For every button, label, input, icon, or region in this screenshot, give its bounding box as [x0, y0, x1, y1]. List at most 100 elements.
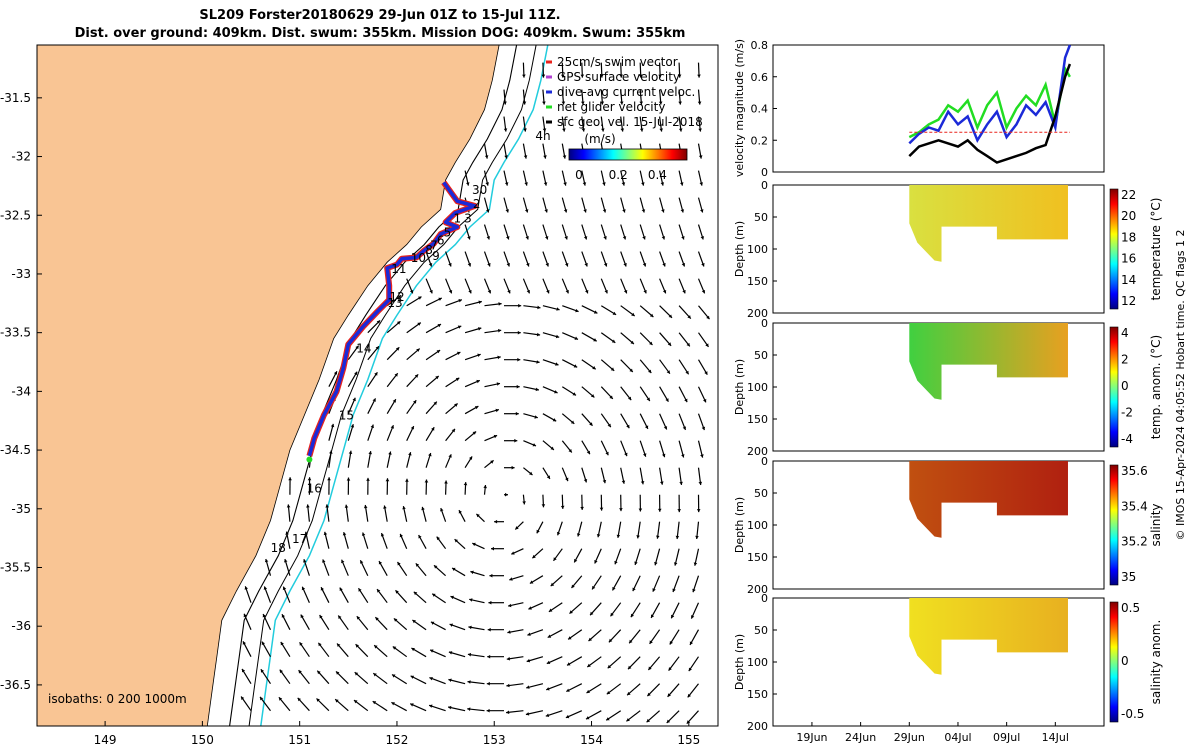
vector-arrowhead — [658, 74, 662, 78]
footer-note: © IMOS 15-Apr-2024 04:05:52 Hobart time.… — [1174, 230, 1187, 541]
vector-arrowhead — [701, 263, 705, 267]
legend-entry: net glider velocity — [557, 100, 665, 114]
vector-arrowhead — [488, 600, 492, 605]
day-label: 16 — [307, 481, 322, 495]
vector-arrowhead — [536, 529, 540, 534]
vector-arrowhead — [681, 236, 685, 240]
y-tick-label: -36 — [11, 619, 31, 633]
vector-arrowhead — [376, 320, 381, 324]
vector-arrowhead — [316, 698, 320, 702]
vector-arrowhead — [506, 683, 510, 688]
vector-arrowhead — [487, 263, 491, 267]
vector-arrowhead — [695, 535, 699, 539]
vector-arrowhead — [622, 236, 627, 240]
velocity-frame — [772, 44, 1105, 173]
vector-arrowhead — [354, 700, 358, 704]
land-mass — [36, 44, 500, 727]
vector-arrowhead — [472, 542, 476, 547]
vector-arrowhead — [392, 399, 396, 403]
vector-arrowhead — [504, 182, 509, 186]
vector-arrowhead — [606, 717, 610, 721]
colorbar-tick: -0.5 — [1121, 707, 1144, 721]
y-tick-label: 0 — [761, 179, 768, 192]
vector-arrowhead — [394, 373, 398, 377]
colorbar-tick: 0 — [1121, 654, 1129, 668]
temperature-colorbar — [1109, 188, 1119, 310]
vector-arrowhead — [378, 561, 383, 565]
time-axis: 19Jun 24Jun 29Jun 04Jul 09Jul 14Jul — [796, 722, 1069, 744]
vector-arrowhead — [319, 615, 323, 619]
vector-arrowhead — [679, 481, 683, 485]
vector-arrowhead — [697, 74, 701, 78]
vector-arrowhead — [496, 382, 500, 386]
vector-arrowhead — [703, 398, 707, 403]
day-label: 1 — [453, 211, 461, 225]
vector-arrowhead — [329, 450, 333, 454]
vector-arrowhead — [640, 128, 644, 132]
y-tick-label: 0 — [761, 592, 768, 605]
vector-arrowhead — [607, 423, 611, 428]
depth-ylabel: Depth (m) — [733, 497, 746, 553]
vector-arrowhead — [424, 479, 429, 483]
vector-arrowhead — [511, 551, 515, 555]
colorbar-tick: 0.2 — [609, 168, 628, 182]
vector-arrowhead — [498, 328, 502, 333]
vector-arrowhead — [659, 128, 663, 132]
vector-arrowhead — [504, 155, 508, 159]
vector-arrowhead — [286, 504, 291, 508]
vector-arrowhead — [430, 649, 434, 653]
vector-arrowhead — [415, 563, 420, 567]
time-tick-label: 29Jun — [894, 731, 925, 744]
salinity-anomaly-panel: 0 50 100 150 200 Depth (m) 0.5 0 -0.5 salinity an… — [733, 592, 1163, 733]
y-tick-label: 50 — [754, 349, 768, 362]
vector-arrowhead — [285, 531, 289, 535]
vector-arrowhead — [515, 411, 519, 416]
day-label: 10 — [411, 251, 426, 265]
vector-arrowhead — [244, 586, 248, 590]
vector-arrowhead — [417, 322, 421, 326]
vector-arrowhead — [335, 699, 339, 703]
vector-arrowhead — [449, 623, 453, 627]
vector-arrowhead — [320, 587, 324, 591]
vector-arrowhead — [682, 426, 686, 430]
time-tick-label: 24Jun — [845, 731, 876, 744]
isobaths-label: isobaths: 0 200 1000m — [48, 692, 187, 706]
vector-arrowhead — [652, 588, 656, 592]
vector-arrowhead — [418, 296, 422, 300]
vector-arrowhead — [467, 263, 472, 267]
vector-arrowhead — [621, 480, 626, 484]
y-tick-label: 0.2 — [751, 134, 769, 147]
vector-arrowhead — [669, 641, 673, 645]
vector-arrowhead — [580, 74, 585, 78]
vector-arrowhead — [448, 705, 452, 710]
vector-arrowhead — [619, 508, 623, 512]
colorbar-tick: 0.5 — [1121, 601, 1140, 615]
vector-arrowhead — [474, 406, 479, 410]
vector-arrowhead — [416, 348, 420, 352]
vector-arrowhead — [435, 376, 439, 380]
y-tick-label: 0 — [761, 317, 768, 330]
vector-arrowhead — [543, 182, 548, 186]
vector-arrowhead — [529, 580, 534, 584]
map-frame — [36, 44, 719, 727]
vector-arrowhead — [574, 558, 578, 563]
vector-arrowhead — [608, 638, 613, 643]
vector-arrowhead — [390, 425, 394, 429]
vector-arrowhead — [487, 654, 491, 659]
vector-arrowhead — [430, 621, 435, 625]
vector-arrowhead — [706, 315, 710, 320]
speed-colorbar — [568, 148, 688, 161]
vector-arrowhead — [410, 426, 414, 430]
colorbar-label: temp. anom. (°C) — [1149, 335, 1163, 439]
vector-arrowhead — [299, 642, 303, 646]
day-label: 8 — [425, 243, 433, 257]
vector-arrowhead — [330, 423, 335, 428]
colorbar-tick: 22 — [1121, 188, 1136, 202]
vector-arrowhead — [681, 263, 686, 267]
x-tick-label: 154 — [580, 733, 603, 747]
colorbar-tick: 20 — [1121, 209, 1136, 223]
vector-arrowhead — [391, 702, 395, 706]
vector-arrowhead — [405, 478, 409, 482]
vector-arrowhead — [355, 644, 359, 648]
vector-arrowhead — [575, 308, 579, 313]
